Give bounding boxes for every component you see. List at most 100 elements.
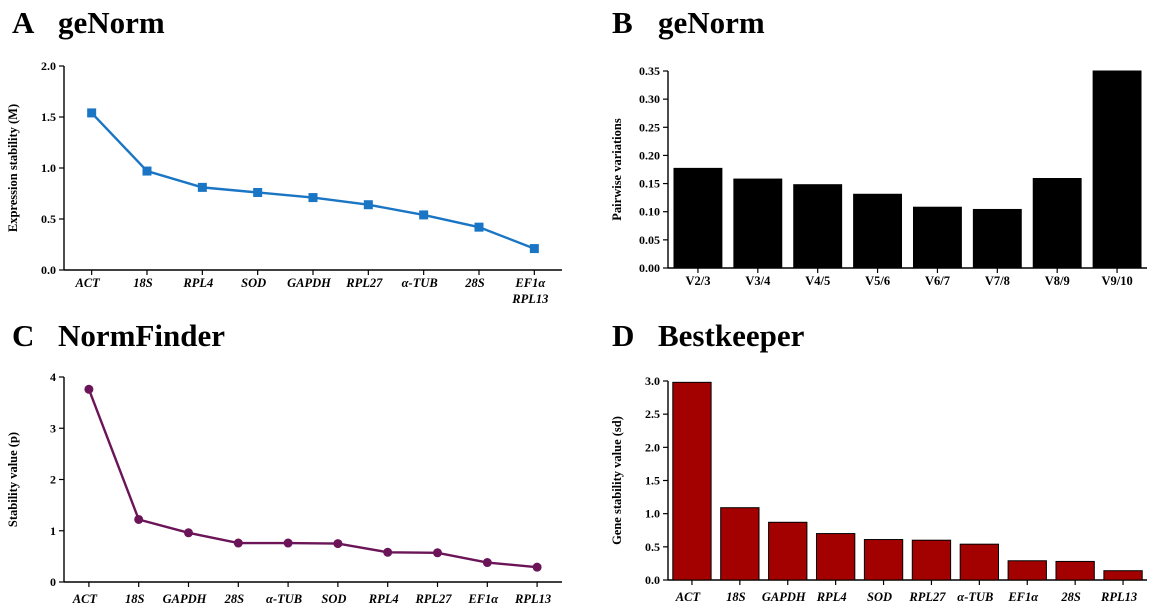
- x-tick-label: EF1α: [514, 276, 546, 290]
- x-tick-label: RPL13: [511, 292, 548, 306]
- bar: [1092, 70, 1142, 269]
- x-tick-label: RPL27: [345, 276, 383, 290]
- y-tick-label: 0.00: [639, 261, 660, 275]
- x-tick-label: GAPDH: [762, 590, 807, 604]
- data-point: [197, 182, 207, 192]
- y-tick-label: 1.5: [41, 110, 56, 124]
- x-tick-label: 18S: [133, 276, 153, 290]
- x-tick-label: V6/7: [925, 274, 950, 288]
- bar: [720, 507, 760, 581]
- x-tick-label: RPL4: [182, 276, 213, 290]
- data-point: [333, 539, 343, 549]
- x-tick-label: RPL13: [1100, 590, 1137, 604]
- data-point: [84, 384, 94, 394]
- data-point: [532, 562, 542, 572]
- x-tick-label: 18S: [125, 592, 145, 606]
- x-tick-label: GAPDH: [287, 276, 332, 290]
- data-point: [283, 538, 293, 548]
- data-point: [87, 108, 97, 118]
- bar: [1055, 560, 1095, 581]
- y-tick-label: 0.0: [645, 573, 660, 587]
- bar: [768, 521, 808, 581]
- x-tick-label: EF1α: [1007, 590, 1039, 604]
- x-tick-label: α-TUB: [402, 276, 438, 290]
- data-point: [253, 187, 263, 197]
- x-tick-label: 28S: [1060, 590, 1081, 604]
- y-axis-label: Expression stability (M): [6, 104, 20, 232]
- x-tick-label: SOD: [241, 276, 266, 290]
- x-tick-label: EF1α: [467, 592, 499, 606]
- data-point: [474, 222, 484, 232]
- y-tick-label: 1.0: [41, 161, 56, 175]
- y-tick-label: 2.0: [41, 59, 56, 73]
- x-tick-label: α-TUB: [266, 592, 302, 606]
- y-tick-label: 0.25: [639, 120, 660, 134]
- panel-c-chart: 0 1 2 3 4 Stability value (p) ACT 18S GAPDH 28S α-…: [0, 0, 580, 613]
- y-tick-label: 0.10: [639, 205, 660, 219]
- x-tick-label: V5/6: [865, 274, 890, 288]
- panel-b-letter: B: [612, 5, 633, 40]
- data-point: [419, 210, 429, 220]
- y-tick-label: 2: [50, 473, 56, 487]
- x-tick-label: RPL4: [368, 592, 399, 606]
- data-point: [363, 200, 373, 210]
- bar: [1032, 178, 1082, 269]
- bar: [911, 539, 952, 581]
- data-point: [308, 193, 318, 203]
- y-axis-label: Pairwise variations: [610, 118, 624, 221]
- bar: [673, 167, 723, 269]
- panel-a-title: geNorm: [58, 5, 165, 40]
- y-tick-label: 0.5: [41, 212, 56, 226]
- data-point: [134, 514, 144, 524]
- bar: [853, 193, 903, 269]
- bar: [1007, 560, 1047, 581]
- x-tick-label: SOD: [867, 590, 892, 604]
- y-tick-label: 0.0: [41, 263, 56, 277]
- x-tick-label: SOD: [321, 592, 346, 606]
- x-tick-label: 28S: [224, 592, 245, 606]
- x-tick-label: V9/10: [1101, 274, 1132, 288]
- y-tick-label: 1.5: [645, 474, 660, 488]
- y-tick-label: 0.15: [639, 177, 660, 191]
- y-tick-label: 3: [50, 421, 56, 435]
- bar: [815, 533, 856, 581]
- bar: [863, 539, 904, 581]
- y-tick-label: 3.0: [645, 374, 660, 388]
- x-tick-label: ACT: [675, 590, 702, 604]
- bar: [1103, 570, 1143, 581]
- y-axis-label: Gene stability value (sd): [610, 416, 624, 545]
- y-tick-label: 2.5: [645, 407, 660, 421]
- bar: [793, 184, 843, 269]
- data-point: [529, 244, 539, 254]
- y-tick-label: 0.05: [639, 233, 660, 247]
- data-point: [433, 548, 442, 558]
- y-tick-label: 0.35: [639, 64, 660, 78]
- data-point: [233, 538, 243, 548]
- y-tick-label: 0.20: [639, 148, 660, 162]
- bar: [912, 206, 962, 269]
- series-line: [87, 388, 538, 569]
- y-tick-label: 1.0: [645, 507, 660, 521]
- panel-d-letter: D: [612, 318, 635, 353]
- x-tick-label: V2/3: [685, 274, 710, 288]
- x-tick-label: RPL27: [414, 592, 452, 606]
- chart-svg: 0 1 2 3 4 Stability value (p) ACT 18S GAPDH 28S α-…: [6, 370, 562, 606]
- panel-b-chart: 0.00 0.05 0.10 0.15 0.20 0.25 0.30 0.35 Pairwise…: [610, 64, 1147, 288]
- data-point: [142, 166, 152, 176]
- panel-d-title: Bestkeeper: [658, 318, 805, 353]
- y-axis-label: Stability value (p): [6, 432, 20, 527]
- bar: [672, 381, 712, 581]
- x-tick-label: V4/5: [805, 274, 830, 288]
- x-tick-label: RPL13: [514, 592, 551, 606]
- x-tick-label: GAPDH: [163, 592, 208, 606]
- bar: [733, 178, 783, 269]
- x-tick-label: RPL27: [908, 590, 946, 604]
- chart-svg: 0.0 0.5 1.0 1.5 2.0 Expression stability (M) A…: [6, 59, 562, 306]
- x-tick-label: V3/4: [745, 274, 771, 288]
- y-tick-label: 2.0: [645, 440, 660, 454]
- x-tick-label: ACT: [72, 592, 99, 606]
- x-tick-label: V8/9: [1045, 274, 1070, 288]
- x-tick-label: 18S: [726, 590, 746, 604]
